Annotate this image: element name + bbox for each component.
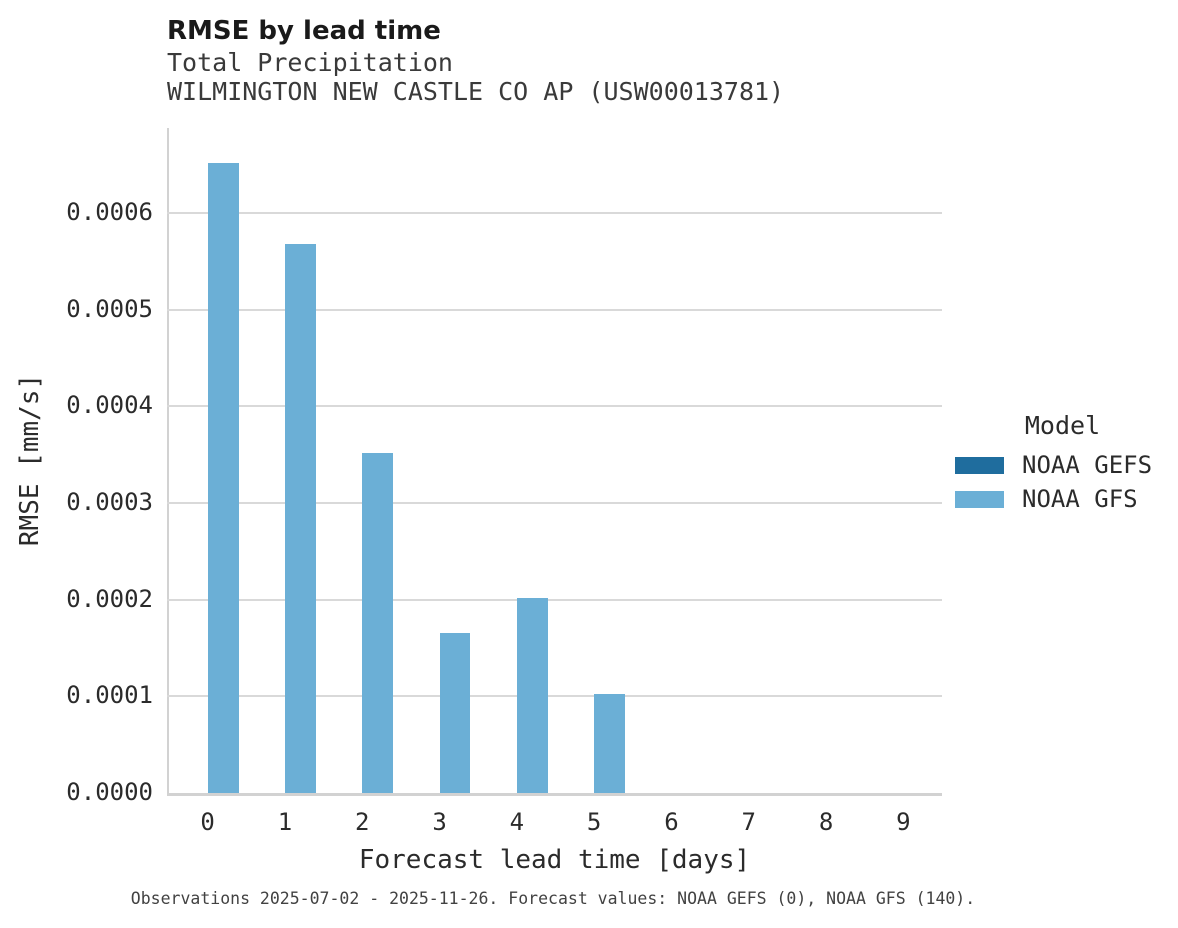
legend-swatch	[955, 456, 1004, 474]
x-tick-label: 2	[355, 808, 370, 836]
x-tick-label: 7	[741, 808, 756, 836]
bar-noaa-gfs-day-1	[284, 244, 316, 793]
gridline	[167, 405, 942, 408]
y-tick-label: 0.0002	[66, 584, 153, 613]
footer-note: Observations 2025-07-02 - 2025-11-26. Fo…	[130, 889, 976, 908]
gridline	[167, 598, 942, 601]
y-tick-label: 0.0000	[66, 778, 153, 806]
y-tick-label: 0.0001	[66, 681, 153, 710]
chart-subtitle-station: WILMINGTON NEW CASTLE CO AP (USW00013781…	[167, 77, 785, 106]
chart-subtitle-variable: Total Precipitation	[167, 48, 453, 77]
bar-noaa-gfs-day-4	[516, 597, 548, 793]
legend-swatch	[955, 490, 1004, 508]
legend-items: NOAA GEFS NOAA GFS	[955, 448, 1170, 516]
bar-noaa-gfs-day-2	[362, 452, 394, 793]
plot-area: 0.0000 0.0001 0.0002 0.0003 0.0004 0.0005 0.00…	[66, 128, 942, 836]
legend-item: NOAA GFS	[955, 482, 1170, 516]
gridline	[167, 212, 942, 215]
x-tick-label: 3	[432, 808, 447, 836]
x-tick-label: 5	[586, 808, 602, 836]
x-tick-label: 0	[200, 808, 215, 836]
x-tick-label: 4	[509, 808, 525, 836]
y-tick-label: 0.0006	[66, 198, 153, 227]
x-tick-label: 9	[896, 808, 911, 836]
legend-title: Model	[1024, 411, 1101, 440]
chart-title: RMSE by lead time	[167, 16, 441, 46]
gridline	[167, 308, 942, 311]
legend: Model NOAA GEFS NOAA GFS	[955, 410, 1170, 516]
gridline	[167, 502, 942, 505]
x-tick-label: 6	[664, 808, 679, 836]
legend-item-label: NOAA GFS	[1022, 485, 1138, 513]
legend-item: NOAA GEFS	[955, 448, 1170, 482]
y-tick-label: 0.0003	[66, 488, 153, 517]
bar-noaa-gfs-day-0	[207, 162, 239, 793]
x-tick-label: 1	[277, 808, 293, 836]
y-axis-label: RMSE [mm/s]	[15, 373, 45, 547]
x-tick-label: 8	[818, 808, 834, 836]
chart-header: RMSE by lead time Total Precipitation WI…	[167, 14, 784, 106]
x-axis-label: Forecast lead time [days]	[358, 845, 751, 875]
bar-noaa-gfs-day-5	[594, 694, 626, 793]
y-tick-label: 0.0005	[66, 294, 153, 323]
bar-noaa-gfs-day-3	[439, 632, 471, 793]
legend-item-label: NOAA GEFS	[1022, 451, 1153, 479]
gridline	[167, 695, 942, 698]
y-tick-label: 0.0004	[66, 391, 153, 420]
